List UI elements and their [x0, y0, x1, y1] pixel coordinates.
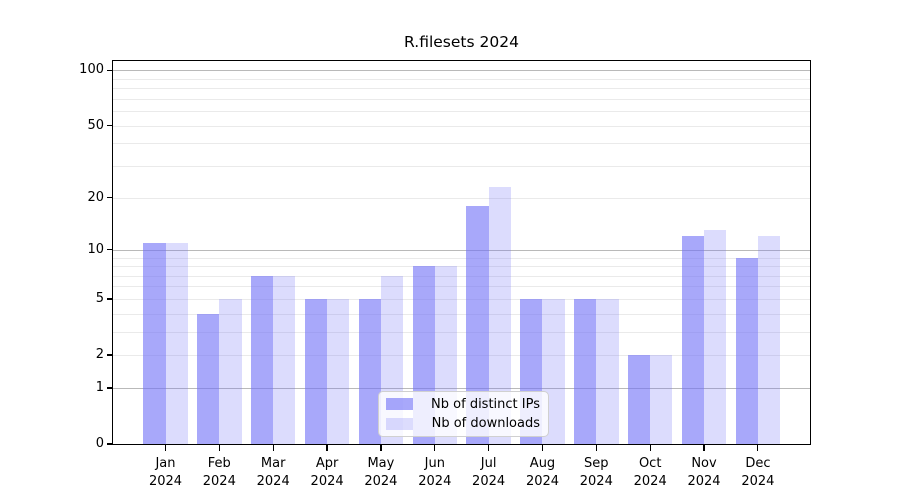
x-tick-label: Nov 2024	[687, 456, 721, 489]
y-axis-tick	[107, 196, 113, 199]
y-axis-tick	[107, 387, 113, 389]
bar-distinct-ips	[681, 236, 705, 444]
bar-distinct-ips	[143, 242, 166, 444]
y-tick-label: 100	[79, 62, 104, 78]
gridline-major	[113, 387, 810, 389]
x-axis-tick	[326, 445, 328, 451]
gridline-minor	[113, 165, 810, 167]
y-tick-label: 2	[95, 347, 104, 362]
x-tick-label: Aug 2024	[525, 456, 560, 489]
legend-item-downloads: Nb of downloads	[386, 416, 540, 433]
x-axis-tick	[703, 445, 705, 451]
x-axis-tick	[218, 445, 221, 451]
x-tick-label: Oct 2024	[633, 456, 667, 489]
gridline-minor	[113, 275, 810, 277]
bar-downloads	[757, 236, 781, 444]
bar-distinct-ips	[735, 257, 758, 444]
x-axis-tick	[649, 445, 651, 451]
y-tick-label: 0	[95, 436, 104, 451]
x-axis-tick	[164, 445, 167, 451]
gridline-minor	[113, 286, 810, 288]
gridline-minor	[113, 331, 810, 333]
legend-swatch-distinct-ips	[386, 398, 413, 411]
x-tick-label: Dec 2024	[741, 456, 775, 489]
x-axis-tick	[487, 445, 490, 451]
bar-distinct-ips	[197, 313, 220, 444]
x-tick-label: May 2024	[364, 456, 398, 489]
y-tick-label: 5	[95, 290, 104, 306]
legend-item-distinct-ips: Nb of distinct IPs	[386, 396, 540, 413]
x-axis-tick	[380, 445, 382, 451]
bar-distinct-ips	[627, 355, 651, 444]
y-tick-label: 1	[95, 379, 104, 395]
gridline-minor	[113, 98, 810, 100]
bar-downloads	[219, 298, 242, 444]
gridline-minor	[113, 313, 810, 315]
bar-distinct-ips	[358, 298, 381, 444]
x-axis-tick	[272, 445, 274, 451]
bar-distinct-ips	[304, 298, 328, 444]
x-tick-label: Sep 2024	[579, 456, 613, 489]
x-tick-label: Apr 2024	[310, 456, 344, 489]
bar-downloads	[327, 298, 350, 444]
legend-swatch-downloads	[386, 417, 413, 430]
x-tick-label: Feb 2024	[202, 456, 236, 489]
legend: Nb of distinct IPs Nb of downloads	[378, 391, 549, 437]
gridline-minor	[113, 355, 810, 356]
legend-label-downloads: Nb of downloads	[431, 416, 540, 432]
bar-downloads	[488, 186, 511, 444]
gridline-minor	[113, 257, 810, 259]
y-axis-tick	[107, 124, 113, 127]
bar-distinct-ips	[574, 298, 597, 444]
legend-label-distinct-ips: Nb of distinct IPs	[431, 396, 540, 412]
bar-downloads	[273, 275, 296, 444]
x-tick-label: Jul 2024	[472, 456, 506, 489]
gridline-minor	[113, 125, 810, 127]
gridline-minor	[113, 111, 810, 113]
plot-area	[113, 61, 810, 444]
y-axis-tick	[107, 354, 113, 356]
chart-title: R.filesets 2024	[404, 33, 519, 51]
gridline-major	[113, 70, 810, 72]
x-axis-tick	[757, 445, 759, 451]
gridline-major	[113, 249, 810, 251]
gridline-minor	[113, 78, 810, 80]
gridline-minor	[113, 197, 810, 199]
x-axis-tick	[541, 445, 544, 451]
bar-distinct-ips	[250, 275, 274, 444]
x-axis-tick	[434, 445, 436, 451]
y-axis-tick	[107, 249, 113, 251]
y-axis-tick	[107, 443, 113, 445]
bar-distinct-ips	[466, 205, 489, 444]
y-tick-label: 10	[87, 241, 104, 257]
y-axis-tick	[107, 298, 113, 300]
y-tick-label: 50	[87, 117, 104, 133]
x-tick-label: Jan 2024	[148, 456, 183, 489]
x-axis-tick	[595, 445, 597, 451]
x-tick-label: Mar 2024	[256, 456, 290, 489]
bar-downloads	[650, 355, 673, 444]
y-tick-label: 20	[87, 189, 104, 205]
bar-downloads	[165, 242, 188, 444]
bar-downloads	[704, 230, 727, 444]
gridline-minor	[113, 266, 810, 268]
y-axis-tick	[107, 69, 113, 71]
x-tick-label: Jun 2024	[418, 456, 452, 489]
bar-downloads	[596, 298, 619, 444]
gridline-minor	[113, 298, 810, 300]
gridline-minor	[113, 88, 810, 90]
gridline-minor	[113, 143, 810, 145]
